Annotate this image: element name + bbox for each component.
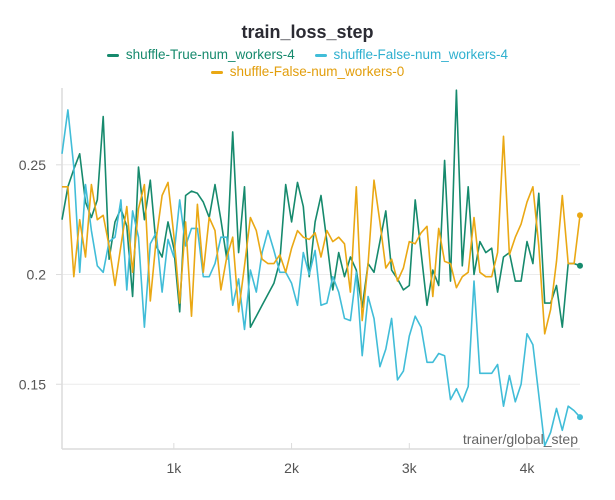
legend-row-2: shuffle-False-num_workers-0 [0,64,615,79]
legend-swatch [314,53,327,57]
series-line-2[interactable] [62,135,581,335]
x-axis-label: trainer/global_step [463,431,578,447]
legend-label: shuffle-True-num_workers-4 [125,47,295,62]
y-tick-label: 0.25 [19,157,46,173]
series-endpoint-2[interactable] [577,212,583,219]
y-tick-label: 0.2 [27,267,47,283]
x-tick-label: 2k [284,460,300,476]
x-tick-label: 3k [402,460,418,476]
series-line-0[interactable] [61,89,581,329]
legend-label: shuffle-False-num_workers-0 [229,64,405,79]
chart-title: train_loss_step [241,22,374,42]
legend-swatch [106,53,119,57]
series-endpoint-0[interactable] [577,262,583,269]
x-tick-label: 1k [166,460,182,476]
legend-swatch [210,70,223,74]
x-tick-label: 4k [520,460,536,476]
series-endpoint-1[interactable] [577,414,583,421]
legend-label: shuffle-False-num_workers-4 [333,47,509,62]
legend-item-false-workers-4[interactable]: shuffle-False-num_workers-4 [314,47,509,62]
legend-item-true-workers-4[interactable]: shuffle-True-num_workers-4 [106,47,295,62]
y-tick-label: 0.15 [19,376,46,392]
legend-row-1: shuffle-True-num_workers-4 shuffle-False… [0,47,615,62]
legend-item-false-workers-0[interactable]: shuffle-False-num_workers-0 [210,64,405,79]
